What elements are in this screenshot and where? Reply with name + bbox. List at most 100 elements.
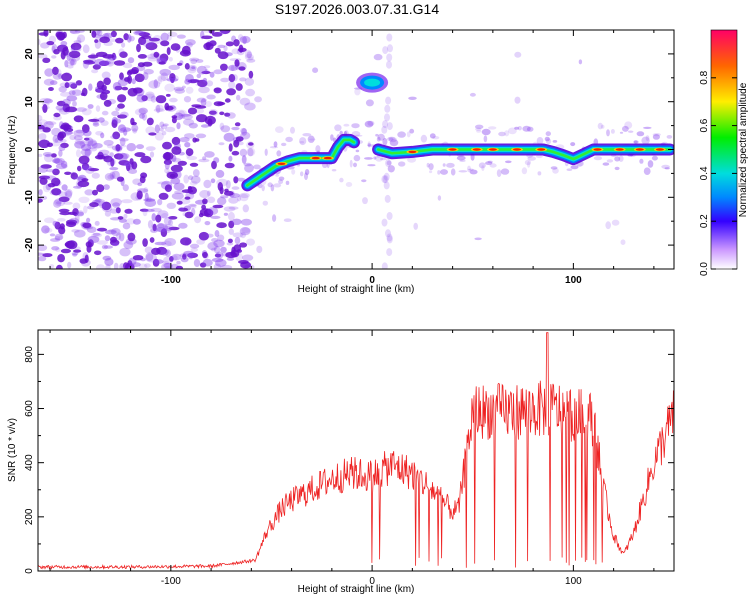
noise-blob: [245, 88, 256, 97]
noise-blob: [85, 241, 92, 248]
noise-field: [38, 30, 256, 269]
noise-blob: [138, 107, 148, 115]
faint-blob: [300, 171, 304, 177]
noise-blob: [239, 148, 248, 157]
noise-blob: [154, 259, 164, 264]
faint-blob: [545, 131, 551, 137]
noise-blob: [189, 57, 200, 62]
noise-blob: [38, 133, 47, 141]
noise-blob: [242, 36, 247, 45]
noise-blob: [213, 69, 223, 75]
noise-blob: [239, 227, 251, 236]
noise-blob: [60, 160, 68, 169]
noise-blob: [207, 118, 213, 127]
noise-blob: [110, 134, 120, 140]
noise-blob: [51, 158, 63, 164]
noise-blob: [95, 264, 106, 269]
noise-blob: [57, 131, 67, 139]
noise-blob: [203, 179, 212, 189]
faint-blob: [514, 51, 522, 58]
noise-blob: [68, 211, 78, 215]
ridge-hotspots: [275, 147, 666, 166]
noise-blob: [125, 218, 136, 225]
faint-blob: [365, 99, 374, 107]
noise-blob: [42, 57, 51, 63]
noise-blob: [228, 143, 233, 152]
noise-blob: [65, 240, 75, 249]
colorbar-frame: [710, 29, 738, 270]
noise-blob: [117, 103, 125, 109]
noise-blob: [123, 213, 128, 219]
noise-blob: [84, 189, 94, 196]
noise-blob: [42, 183, 51, 193]
noise-blob: [217, 44, 226, 49]
noise-blob: [190, 58, 198, 64]
faint-blob: [641, 136, 650, 145]
faint-blob: [375, 133, 379, 137]
noise-blob: [44, 175, 57, 181]
noise-blob: [104, 173, 114, 181]
noise-blob: [98, 201, 106, 209]
noise-blob: [50, 238, 61, 242]
faint-blob: [331, 169, 337, 172]
noise-blob: [227, 112, 236, 119]
faint-blob: [381, 262, 388, 269]
faint-blob: [481, 128, 491, 136]
noise-blob: [58, 86, 67, 93]
noise-blob: [228, 206, 239, 210]
faint-blob: [544, 136, 550, 142]
faint-blob: [437, 170, 441, 175]
noise-blob: [54, 233, 64, 241]
noise-blob: [89, 202, 99, 208]
noise-blob: [70, 58, 75, 66]
noise-blob: [234, 122, 241, 127]
noise-blob: [173, 86, 185, 92]
noise-blob: [111, 145, 123, 151]
noise-blob: [166, 171, 178, 179]
noise-blob: [125, 161, 131, 169]
noise-blob: [155, 95, 167, 104]
noise-blob: [119, 72, 124, 80]
noise-blob: [208, 109, 218, 116]
noise-blob: [192, 252, 197, 257]
noise-blob: [189, 204, 197, 209]
faint-blob: [309, 138, 316, 141]
noise-blob: [102, 255, 112, 261]
noise-blob: [62, 47, 69, 56]
noise-blob: [122, 222, 131, 230]
noise-blob: [188, 64, 197, 71]
noise-blob: [178, 207, 189, 212]
noise-blob: [150, 207, 162, 213]
noise-blob: [224, 162, 235, 169]
faint-blob: [624, 121, 633, 129]
hot-core: [311, 156, 320, 160]
noise-blob: [59, 211, 71, 216]
noise-blob: [246, 147, 256, 157]
faint-blob: [610, 129, 615, 134]
faint-blob: [489, 163, 497, 168]
faint-blob: [450, 168, 456, 176]
noise-blob: [66, 128, 74, 132]
noise-blob: [220, 63, 228, 71]
noise-blob: [119, 111, 129, 119]
noise-blob: [51, 246, 60, 251]
faint-blob: [442, 163, 446, 167]
noise-blob: [68, 90, 76, 96]
noise-blob: [38, 252, 45, 256]
noise-blob: [163, 216, 172, 226]
noise-blob: [150, 95, 157, 103]
noise-blob: [143, 68, 154, 75]
noise-blob: [79, 258, 88, 264]
faint-blob: [389, 139, 399, 147]
noise-blob: [134, 73, 145, 83]
noise-blob: [86, 217, 91, 223]
faint-blob: [383, 172, 390, 181]
noise-blob: [47, 183, 56, 188]
noise-blob: [145, 42, 158, 51]
noise-blob: [171, 136, 181, 146]
faint-blob: [459, 159, 466, 162]
faint-blob: [385, 159, 392, 168]
faint-blob: [339, 177, 344, 183]
noise-blob: [81, 159, 88, 166]
noise-blob: [87, 139, 97, 147]
